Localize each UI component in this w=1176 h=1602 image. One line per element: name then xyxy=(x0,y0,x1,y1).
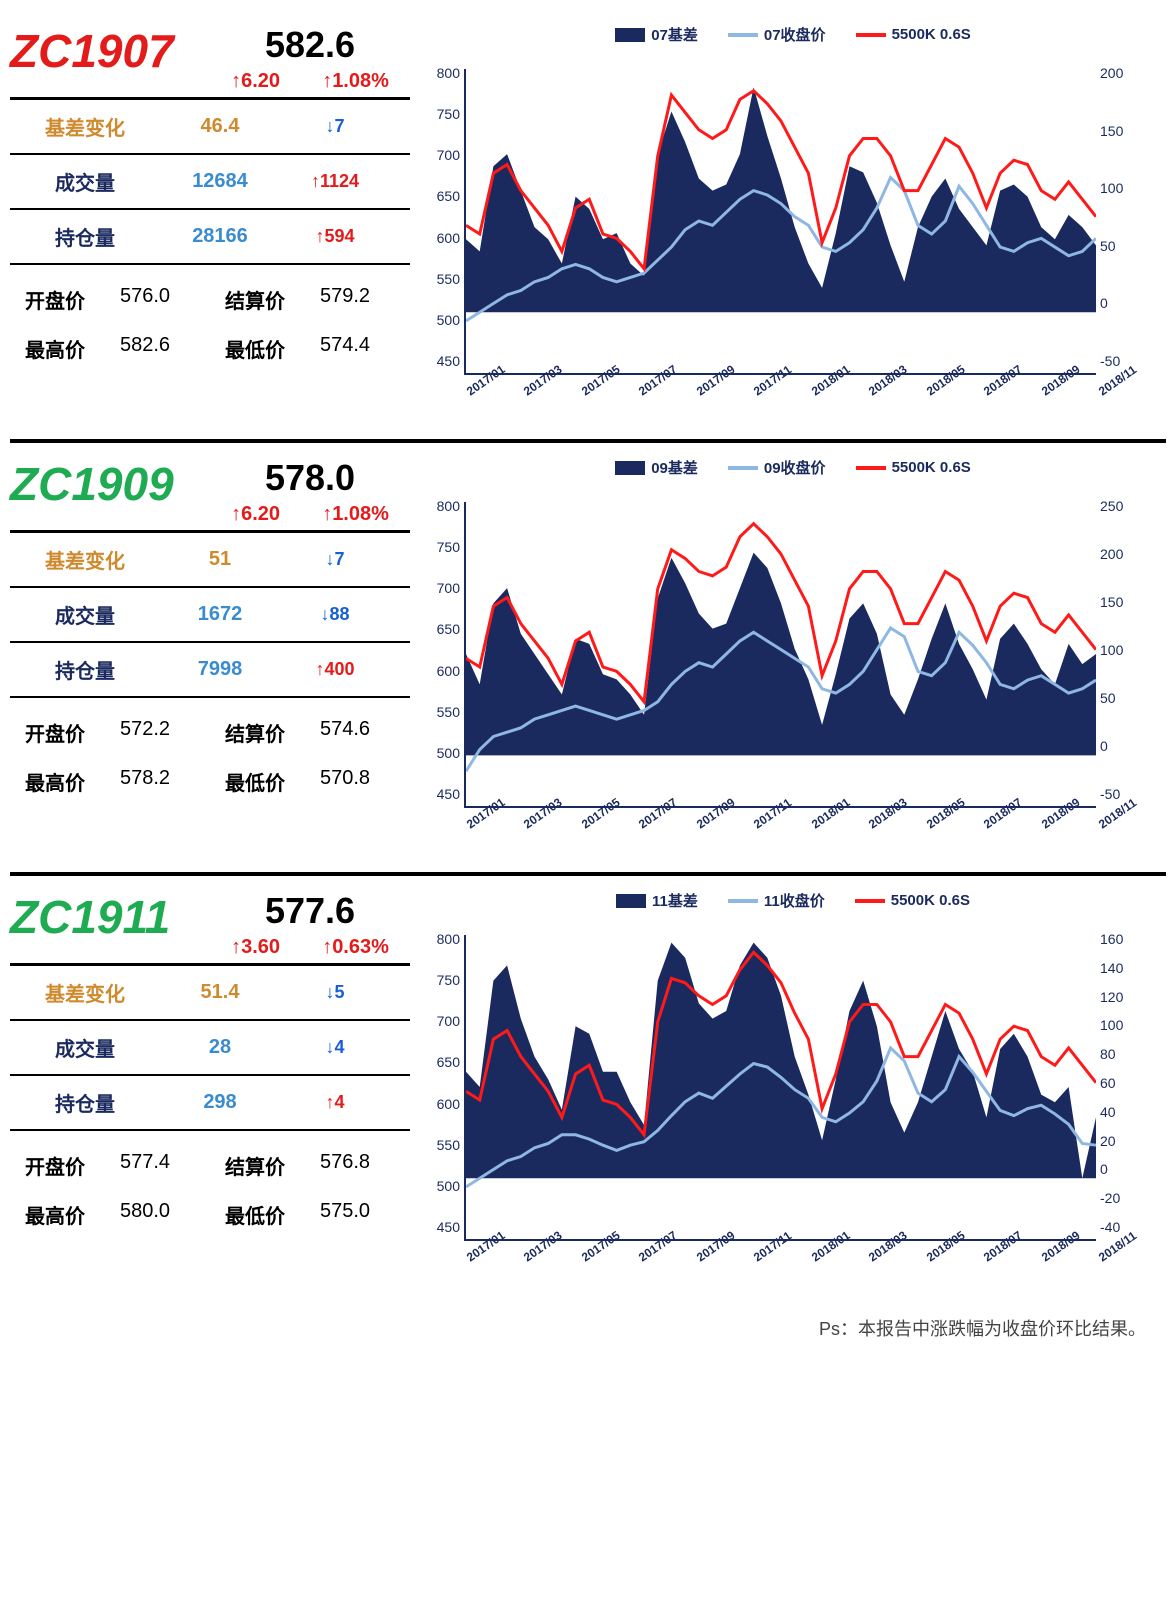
stat-value: 7998 xyxy=(160,658,280,681)
stat-value: 1672 xyxy=(160,603,280,626)
ohlc-cell: 最低价575.0 xyxy=(210,1190,410,1239)
stat-value: 51 xyxy=(160,548,280,571)
stat-label: 成交量 xyxy=(10,167,160,196)
ticker: ZC1909 xyxy=(10,457,210,511)
ohlc-cell: 最低价570.8 xyxy=(210,757,410,806)
change-abs: ↑6.20 xyxy=(231,503,280,526)
price: 582.6 xyxy=(210,24,410,66)
ohlc-cell: 开盘价576.0 xyxy=(10,275,210,324)
ohlc-cell: 最高价578.2 xyxy=(10,757,210,806)
chart: 8007507006506005505004501601401201008060… xyxy=(420,915,1140,1295)
change-abs: ↑6.20 xyxy=(231,70,280,93)
stat-delta: ↓88 xyxy=(280,604,390,625)
stat-row: 成交量1672↓88 xyxy=(10,588,410,643)
stat-label: 持仓量 xyxy=(10,1088,160,1117)
stat-value: 298 xyxy=(160,1091,280,1114)
ohlc-cell: 开盘价577.4 xyxy=(10,1141,210,1190)
change-pct: ↑1.08% xyxy=(322,70,389,93)
stat-label: 成交量 xyxy=(10,1033,160,1062)
ticker: ZC1911 xyxy=(10,890,210,944)
stat-row: 基差变化51↓7 xyxy=(10,533,410,588)
ticker: ZC1907 xyxy=(10,24,210,78)
stat-value: 46.4 xyxy=(160,115,280,138)
stat-delta: ↑4 xyxy=(280,1092,390,1113)
panel-ZC1907: ZC1907582.6↑6.20↑1.08%基差变化46.4↓7成交量12684… xyxy=(10,10,1166,443)
stat-value: 28 xyxy=(160,1036,280,1059)
change-pct: ↑1.08% xyxy=(322,503,389,526)
stat-label: 基差变化 xyxy=(10,978,160,1007)
chart: 800750700650600550500450200150100500-502… xyxy=(420,49,1140,429)
stat-row: 成交量28↓4 xyxy=(10,1021,410,1076)
stat-row: 基差变化46.4↓7 xyxy=(10,100,410,155)
stat-delta: ↓5 xyxy=(280,982,390,1003)
ohlc-cell: 最高价582.6 xyxy=(10,324,210,373)
stat-label: 成交量 xyxy=(10,600,160,629)
panel-ZC1909: ZC1909578.0↑6.20↑1.08%基差变化51↓7成交量1672↓88… xyxy=(10,443,1166,876)
stat-row: 基差变化51.4↓5 xyxy=(10,966,410,1021)
stat-label: 基差变化 xyxy=(10,112,160,141)
stat-delta: ↓4 xyxy=(280,1037,390,1058)
stat-delta: ↑400 xyxy=(280,659,390,680)
stat-delta: ↑1124 xyxy=(280,171,390,192)
ohlc-cell: 结算价576.8 xyxy=(210,1141,410,1190)
stat-label: 基差变化 xyxy=(10,545,160,574)
chart-legend: 11基差11收盘价5500K 0.6S xyxy=(420,890,1166,911)
price: 577.6 xyxy=(210,890,410,932)
stat-label: 持仓量 xyxy=(10,655,160,684)
stat-delta: ↓7 xyxy=(280,116,390,137)
stat-value: 12684 xyxy=(160,170,280,193)
stat-value: 51.4 xyxy=(160,981,280,1004)
footnote: Ps：本报告中涨跌幅为收盘价环比结果。 xyxy=(10,1305,1166,1341)
ohlc-cell: 最低价574.4 xyxy=(210,324,410,373)
ohlc-cell: 开盘价572.2 xyxy=(10,708,210,757)
stat-row: 持仓量28166↑594 xyxy=(10,210,410,265)
chart-legend: 09基差09收盘价5500K 0.6S xyxy=(420,457,1166,478)
stat-row: 持仓量7998↑400 xyxy=(10,643,410,698)
panel-ZC1911: ZC1911577.6↑3.60↑0.63%基差变化51.4↓5成交量28↓4持… xyxy=(10,876,1166,1305)
ohlc-cell: 最高价580.0 xyxy=(10,1190,210,1239)
stat-delta: ↓7 xyxy=(280,549,390,570)
stat-value: 28166 xyxy=(160,225,280,248)
stat-label: 持仓量 xyxy=(10,222,160,251)
change-pct: ↑0.63% xyxy=(322,936,389,959)
chart-legend: 07基差07收盘价5500K 0.6S xyxy=(420,24,1166,45)
chart: 800750700650600550500450250200150100500-… xyxy=(420,482,1140,862)
ohlc-cell: 结算价579.2 xyxy=(210,275,410,324)
price: 578.0 xyxy=(210,457,410,499)
ohlc-cell: 结算价574.6 xyxy=(210,708,410,757)
change-abs: ↑3.60 xyxy=(231,936,280,959)
stat-delta: ↑594 xyxy=(280,226,390,247)
stat-row: 持仓量298↑4 xyxy=(10,1076,410,1131)
stat-row: 成交量12684↑1124 xyxy=(10,155,410,210)
